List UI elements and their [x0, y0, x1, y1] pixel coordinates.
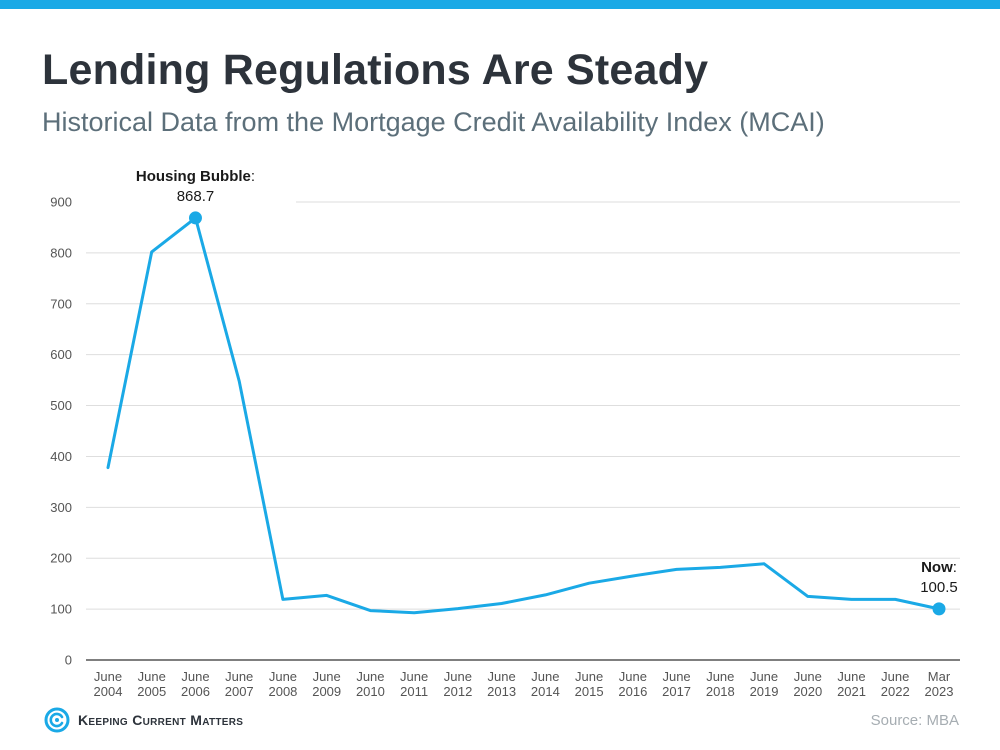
x-tick-label: June 2015 [575, 669, 604, 699]
annotation-label: Now: [921, 559, 957, 576]
top-accent-bar [0, 0, 1000, 9]
data-point-marker [932, 602, 946, 616]
x-tick-label: June 2021 [837, 669, 866, 699]
y-tick-label: 100 [50, 602, 72, 617]
x-tick-label: June 2005 [137, 669, 166, 699]
annotation-label: Housing Bubble: [136, 168, 255, 185]
x-tick-label: June 2022 [881, 669, 910, 699]
grid-lines [86, 201, 960, 610]
y-tick-label: 700 [50, 296, 72, 311]
series-line [106, 216, 941, 615]
x-tick-label: June 2008 [268, 669, 297, 699]
y-tick-label: 600 [50, 347, 72, 362]
x-tick-label: June 2007 [225, 669, 254, 699]
x-tick-label: June 2012 [443, 669, 472, 699]
x-tick-label: June 2013 [487, 669, 516, 699]
brand-logo: Keeping Current Matters [44, 707, 243, 733]
x-tick-label: June 2018 [706, 669, 735, 699]
y-tick-label: 800 [50, 245, 72, 260]
series-layer [106, 216, 941, 615]
x-tick-label: Mar 2023 [925, 669, 954, 699]
x-tick-label: June 2020 [793, 669, 822, 699]
x-tick-label: June 2016 [618, 669, 647, 699]
source-note: Source: MBA [870, 712, 959, 729]
y-tick-label: 400 [50, 449, 72, 464]
x-axis-ticks: June 2004 June 2005 June 2006 June 2007 June 2008… [94, 669, 954, 699]
annotations: Housing Bubble: 868.7 Now: 100.5 [136, 168, 958, 616]
x-tick-label: June 2014 [531, 669, 560, 699]
x-tick-label: June 2011 [400, 669, 428, 699]
y-tick-label: 500 [50, 398, 72, 413]
page-title: Lending Regulations Are Steady [42, 46, 709, 94]
x-tick-label: June 2004 [94, 669, 123, 699]
x-tick-label: June 2019 [750, 669, 779, 699]
x-tick-label: June 2010 [356, 669, 385, 699]
x-tick-label: June 2017 [662, 669, 691, 699]
data-point-marker [188, 211, 202, 225]
y-tick-label: 200 [50, 551, 72, 566]
y-tick-label: 0 [65, 653, 72, 668]
brand-name: Keeping Current Matters [78, 712, 244, 728]
x-tick-label: June 2006 [181, 669, 210, 699]
annotation-value: 100.5 [920, 579, 958, 596]
page-subtitle: Historical Data from the Mortgage Credit… [42, 107, 825, 137]
y-tick-label: 300 [50, 500, 72, 515]
kcm-logo-icon [44, 707, 70, 733]
y-axis-ticks: 0 100 200 300 400 500 600 700 800 900 [50, 195, 72, 668]
y-tick-label: 900 [50, 195, 72, 210]
annotation-value: 868.7 [177, 188, 215, 205]
x-tick-label: June 2009 [312, 669, 341, 699]
